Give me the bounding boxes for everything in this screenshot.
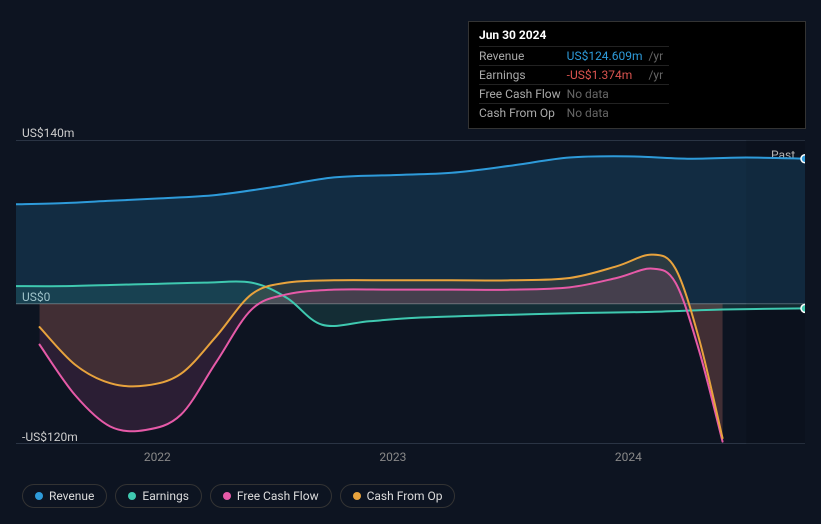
legend-item-earnings[interactable]: Earnings [115,484,202,508]
legend-swatch [128,492,136,500]
legend-label: Revenue [49,489,94,503]
tooltip-row-label: Free Cash Flow [479,85,567,104]
legend-label: Cash From Op [367,489,443,503]
tooltip-row-suffix: /yr [648,47,669,66]
tooltip-row-value: US$124.609m [567,47,649,66]
tooltip-row-suffix [648,85,669,104]
tooltip-row: RevenueUS$124.609m/yr [479,47,669,66]
legend-item-free-cash-flow[interactable]: Free Cash Flow [210,484,332,508]
x-axis-label: 2022 [144,450,171,464]
tooltip-row-value: No data [567,85,649,104]
tooltip-row-label: Cash From Op [479,104,567,123]
tooltip-row-label: Revenue [479,47,567,66]
x-axis-label: 2024 [615,450,642,464]
x-axis-label: 2023 [379,450,406,464]
series-end-dot-revenue [801,155,805,163]
tooltip-row: Earnings-US$1.374m/yr [479,66,669,85]
legend-swatch [223,492,231,500]
legend-swatch [353,492,361,500]
tooltip-row: Cash From OpNo data [479,104,669,123]
hover-tooltip: Jun 30 2024 RevenueUS$124.609m/yrEarning… [468,21,806,129]
chart-legend: Revenue Earnings Free Cash Flow Cash From O… [22,484,455,508]
tooltip-row-suffix [648,104,669,123]
tooltip-row: Free Cash FlowNo data [479,85,669,104]
tooltip-table: RevenueUS$124.609m/yrEarnings-US$1.374m/… [479,46,669,122]
series-end-dot-earnings [801,304,805,312]
legend-label: Earnings [142,489,189,503]
legend-item-revenue[interactable]: Revenue [22,484,107,508]
legend-swatch [35,492,43,500]
y-axis-label: US$140m [22,126,74,140]
tooltip-row-value: -US$1.374m [567,66,649,85]
tooltip-row-label: Earnings [479,66,567,85]
financials-chart [16,140,805,444]
legend-item-cash-from-op[interactable]: Cash From Op [340,484,456,508]
tooltip-row-suffix: /yr [648,66,669,85]
tooltip-row-value: No data [567,104,649,123]
legend-label: Free Cash Flow [237,489,319,503]
tooltip-date: Jun 30 2024 [479,28,795,42]
